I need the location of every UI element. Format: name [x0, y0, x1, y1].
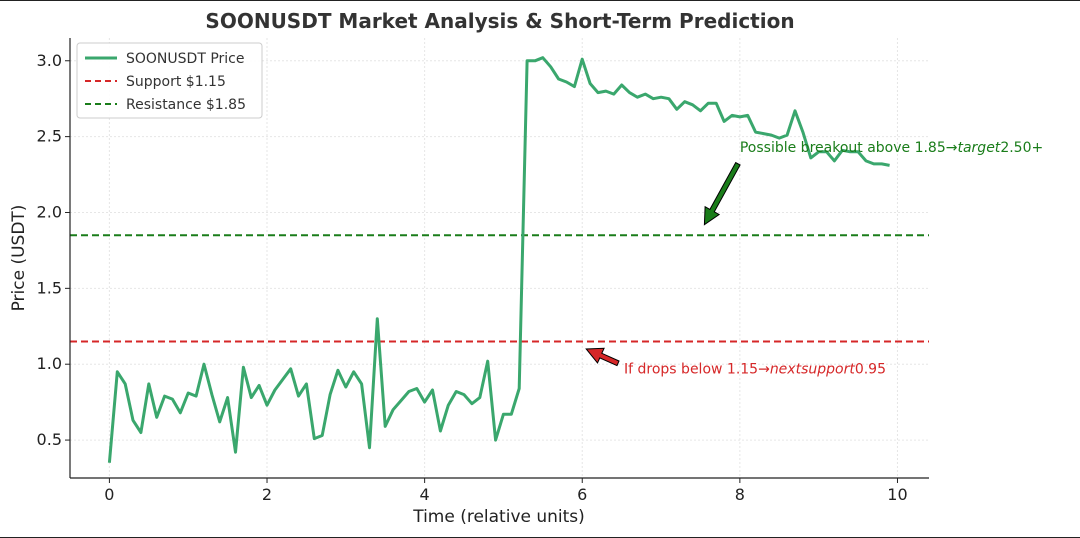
x-tick-label: 0: [104, 485, 114, 504]
x-tick-label: 4: [420, 485, 430, 504]
chart-title: SOONUSDT Market Analysis & Short-Term Pr…: [205, 9, 794, 33]
annotations: Possible breakout above 1.85→target2.50+…: [585, 140, 1043, 377]
y-tick-label: 2.0: [37, 202, 62, 221]
drop-arrow: [585, 347, 620, 367]
y-tick-label: 3.0: [37, 51, 62, 70]
drop-annotation: If drops below 1.15→nextsupport0.95: [624, 361, 886, 377]
breakout-arrow: [703, 161, 741, 226]
breakout-annotation: Possible breakout above 1.85→target2.50+: [740, 140, 1043, 156]
grid: [70, 38, 929, 478]
x-tick-label: 6: [577, 485, 587, 504]
plot-series: [70, 56, 929, 463]
annotation-text: If drops below 1.15→: [624, 361, 770, 377]
legend-label: SOONUSDT Price: [126, 51, 244, 67]
x-tick-label: 2: [262, 485, 272, 504]
y-tick-label: 1.0: [37, 354, 62, 373]
y-tick-label: 0.5: [37, 430, 62, 449]
annotation-italic-text: target: [957, 140, 1000, 156]
y-axis-label: Price (USDT): [9, 205, 29, 312]
annotation-tail-text: 2.50+: [1000, 140, 1043, 156]
annotation-italic-text: nextsupport: [770, 361, 856, 377]
axes: 0 2 4 6 8 10 0.5 1.0 1.5 2.0 2.5 3.0: [37, 38, 929, 504]
y-tick-label: 1.5: [37, 278, 62, 297]
annotation-text: Possible breakout above 1.85→: [740, 140, 958, 156]
x-axis-label: Time (relative units): [412, 507, 585, 527]
price-line: [107, 56, 890, 463]
legend-box: [76, 42, 263, 119]
x-tick-label: 8: [735, 485, 745, 504]
top-border: [0, 0, 1080, 1]
y-tick-label: 2.5: [37, 127, 62, 146]
legend: SOONUSDT Price Support $1.15 Resistance $1…: [76, 42, 263, 119]
legend-label: Support $1.15: [126, 74, 226, 90]
legend-label: Resistance $1.85: [126, 97, 246, 113]
annotation-tail-text: 0.95: [855, 361, 886, 377]
x-tick-label: 10: [887, 485, 907, 504]
